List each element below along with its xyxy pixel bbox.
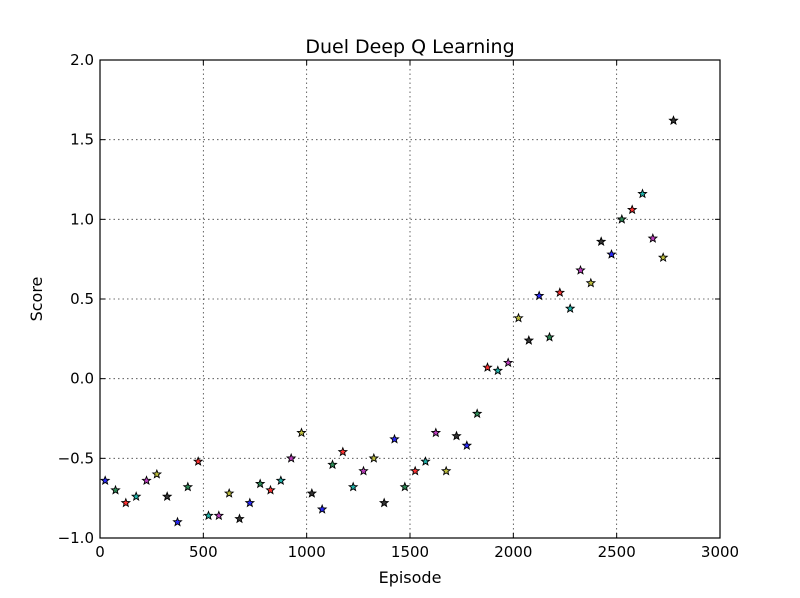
data-point <box>347 481 359 492</box>
y-tick-label: −1.0 <box>58 529 94 547</box>
data-points <box>99 115 679 527</box>
data-point <box>430 427 442 438</box>
data-point <box>451 430 462 441</box>
data-point <box>492 365 504 376</box>
data-point <box>595 236 607 247</box>
data-point <box>285 452 297 463</box>
data-point <box>110 484 121 495</box>
data-point <box>554 287 566 298</box>
data-point <box>316 503 328 514</box>
data-point <box>337 446 349 457</box>
data-point <box>533 290 545 301</box>
data-point <box>502 357 514 368</box>
data-point <box>461 440 473 450</box>
data-point <box>378 497 390 508</box>
data-point <box>213 510 225 521</box>
data-point <box>606 248 617 259</box>
data-point <box>120 497 132 508</box>
x-axis-label: Episode <box>379 568 442 587</box>
data-point <box>141 475 152 486</box>
data-point <box>306 487 318 498</box>
data-point <box>244 497 256 508</box>
data-point <box>368 452 380 463</box>
x-tick-label: 500 <box>189 543 218 561</box>
axes-frame <box>99 59 721 539</box>
data-point <box>513 312 524 323</box>
data-point <box>130 491 142 501</box>
data-point <box>420 456 431 466</box>
data-point <box>544 331 555 342</box>
y-tick-label: 2.0 <box>70 51 94 69</box>
data-point <box>399 481 411 492</box>
y-tick-label: 1.0 <box>70 210 94 228</box>
data-point <box>151 468 163 479</box>
y-tick-label: −0.5 <box>58 449 94 467</box>
y-tick-label: 0.5 <box>70 290 94 308</box>
x-tick-label: 0 <box>95 543 105 561</box>
data-point <box>265 484 276 495</box>
data-point <box>192 456 204 466</box>
data-point <box>626 204 638 215</box>
data-point <box>161 491 173 501</box>
x-tick-label: 2000 <box>494 543 532 561</box>
chart-title: Duel Deep Q Learning <box>305 36 514 58</box>
x-tick-label: 1500 <box>391 543 429 561</box>
x-tick-label: 3000 <box>701 543 739 561</box>
data-point <box>471 408 483 419</box>
x-tick-labels: 0 500 1000 1500 2000 2500 3000 <box>95 543 739 561</box>
data-point <box>182 481 194 492</box>
y-axis-label: Score <box>27 277 46 322</box>
data-point <box>409 465 421 476</box>
x-tick-label: 2500 <box>598 543 636 561</box>
data-point <box>575 264 586 275</box>
data-point <box>358 465 369 476</box>
data-point <box>389 433 400 444</box>
data-point <box>657 252 669 262</box>
data-point <box>275 475 287 486</box>
data-point <box>234 513 245 524</box>
y-tick-label: 0.0 <box>70 370 94 388</box>
y-tick-label: 1.5 <box>70 131 94 149</box>
data-point <box>296 427 307 438</box>
data-point <box>99 475 111 486</box>
data-point <box>647 232 659 243</box>
data-point <box>585 277 597 288</box>
data-point <box>327 459 338 470</box>
data-point <box>668 115 679 125</box>
x-tick-label: 1000 <box>288 543 326 561</box>
data-point <box>616 213 628 224</box>
data-point <box>223 487 235 498</box>
y-tick-labels: −1.0 −0.5 0.0 0.5 1.0 1.5 2.0 <box>58 51 94 547</box>
data-point <box>203 510 214 521</box>
data-point <box>564 303 576 313</box>
data-point <box>172 516 183 527</box>
data-point <box>523 334 535 345</box>
grid <box>100 60 720 538</box>
data-point <box>637 188 648 199</box>
data-point <box>254 478 266 489</box>
data-point <box>440 465 452 476</box>
data-point <box>482 362 493 372</box>
